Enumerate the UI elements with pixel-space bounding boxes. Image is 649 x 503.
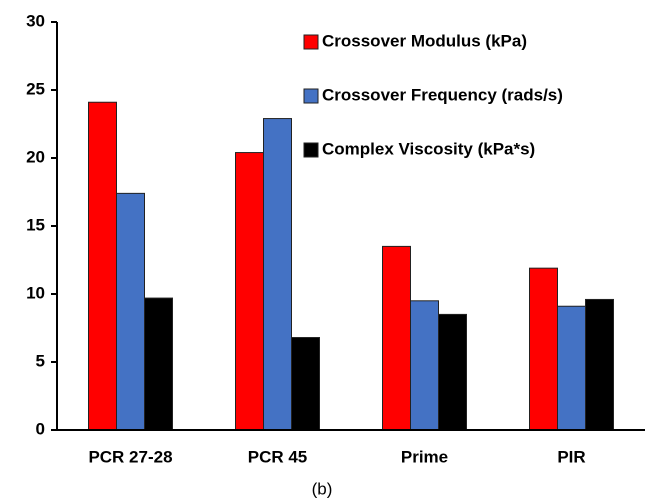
y-tick-label: 25 (26, 79, 45, 98)
bar (438, 313, 467, 431)
bar (263, 118, 292, 431)
y-tick-label: 20 (26, 147, 45, 166)
y-tick-label: 15 (26, 215, 45, 234)
bar (116, 192, 145, 431)
bar (235, 152, 264, 431)
bar (529, 267, 558, 431)
legend-label: Complex Viscosity (kPa*s) (322, 139, 535, 158)
legend-swatch (303, 34, 319, 50)
bar (88, 101, 117, 431)
legend-swatch (303, 88, 319, 104)
y-tick-label: 30 (26, 11, 45, 30)
bar (585, 298, 614, 431)
bar (410, 300, 439, 431)
x-tick-label: PCR 45 (248, 447, 308, 466)
x-tick-label: Prime (401, 447, 448, 466)
y-tick-label: 10 (26, 283, 45, 302)
bar (557, 305, 586, 431)
y-tick-label: 0 (36, 419, 45, 438)
legend-swatch (303, 142, 319, 158)
x-tick-label: PIR (557, 447, 585, 466)
bar (144, 297, 173, 431)
y-tick-label: 5 (36, 351, 45, 370)
caption: (b) (312, 479, 333, 498)
legend-label: Crossover Modulus (kPa) (322, 31, 527, 50)
x-tick-label: PCR 27-28 (88, 447, 172, 466)
bar (291, 337, 320, 431)
legend-label: Crossover Frequency (rads/s) (322, 85, 563, 104)
bar (382, 245, 411, 431)
